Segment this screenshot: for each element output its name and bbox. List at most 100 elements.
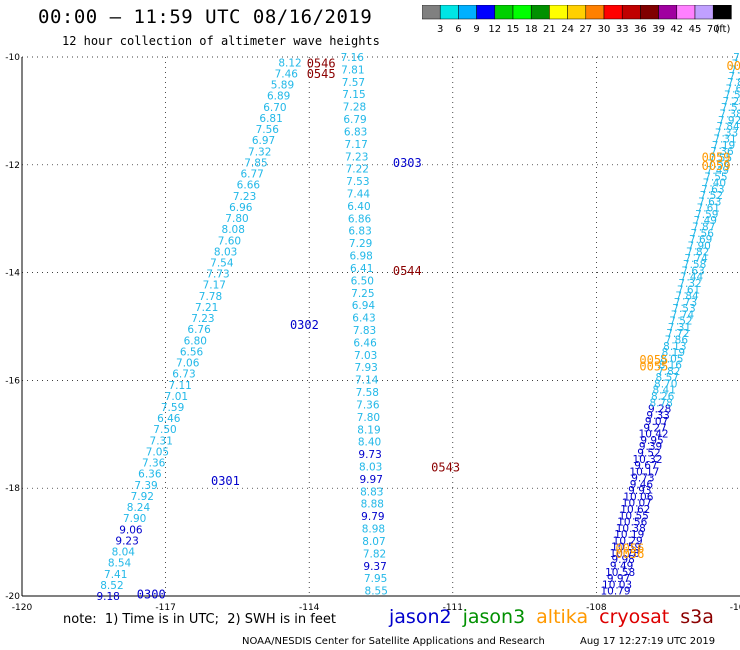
pass-time-label: 0301: [211, 474, 240, 488]
wave-height-value: 7.41: [104, 569, 127, 581]
wave-height-value: 7.53: [672, 303, 695, 315]
wave-height-value: 6.94: [352, 300, 376, 312]
wave-height-value: 7.74: [684, 253, 708, 265]
wave-height-value: 8.54: [108, 558, 132, 570]
pass-time-label: 0055: [639, 359, 668, 373]
wave-height-value: 7.28: [729, 71, 740, 83]
colorbar-tick-label: 45: [689, 24, 702, 35]
pass-time-label: 0545: [307, 67, 336, 81]
wave-height-value: 6.50: [351, 275, 374, 287]
wave-height-value: 9.06: [119, 524, 143, 536]
color-scale-bar: 3 6 9 12 15 18 21 24 27 30 33 36 39 42 45 70(ft): [422, 5, 732, 35]
colorbar-tick-label: 24: [561, 24, 574, 35]
wave-height-value: 9.73: [358, 449, 381, 461]
wave-height-value: 10.78: [610, 548, 640, 560]
wave-height-value: 7.39: [134, 480, 157, 492]
legend-cryosat: cryosat: [599, 606, 670, 628]
wave-height-value: 6.36: [138, 469, 162, 481]
wave-height-value: 10.62: [620, 504, 650, 516]
wave-height-value: 8.05: [660, 353, 683, 365]
x-tick-label: -114: [299, 603, 320, 613]
chart-subtitle: 12 hour collection of altimeter wave hei…: [62, 34, 380, 48]
wave-height-value: 7.73: [206, 269, 229, 281]
y-tick-label: -12: [5, 161, 20, 171]
colorbar-tick-label: 15: [507, 24, 520, 35]
wave-height-value: 7.28: [343, 102, 366, 114]
pass-time-label: 0302: [290, 318, 319, 332]
wave-height-value: 10.17: [629, 466, 659, 478]
wave-height-value: 6.40: [347, 201, 370, 213]
colorbar-tick-label: 9: [473, 24, 479, 35]
x-tick-label: -117: [155, 603, 175, 613]
wave-height-value: 7.53: [346, 176, 369, 188]
pass-time-label: 0059: [702, 159, 731, 173]
wave-height-value: 9.46: [630, 479, 654, 491]
wave-height-value: 7.29: [349, 238, 372, 250]
wave-height-value: 7.16: [341, 52, 365, 64]
pass-time-label: 0544: [393, 264, 422, 278]
wave-height-value: 7.59: [161, 402, 184, 414]
wave-height-value: 7.55: [709, 152, 732, 164]
wave-height-value: 6.89: [267, 91, 290, 103]
colorbar-tick-label: 33: [616, 24, 629, 35]
wave-height-value: 7.46: [275, 69, 299, 81]
wave-height-value: 7.72: [666, 328, 689, 340]
wave-height-value: 8.19: [662, 347, 685, 359]
wave-height-value: 7.13: [732, 58, 740, 70]
wave-height-value: 7.61: [697, 203, 720, 215]
colorbar-tick-label: 3: [437, 24, 443, 35]
wave-height-value: 10.29: [613, 535, 643, 547]
wave-height-value: 7.33: [715, 127, 738, 139]
wave-height-value: 6.96: [229, 202, 253, 214]
legend-jason3: jason3: [462, 606, 526, 628]
wave-height-value: 9.93: [628, 485, 651, 497]
wave-height-value: 10.03: [602, 579, 632, 591]
wave-height-value: 10.56: [617, 517, 647, 529]
wave-height-value: 8.03: [214, 246, 237, 258]
wave-height-value: 9.28: [648, 404, 671, 416]
colorbar-tick-label: 70: [707, 24, 720, 35]
wave-height-value: 8.03: [359, 462, 382, 474]
wave-height-value: 9.67: [634, 460, 657, 472]
wave-height-value: 7.19: [712, 140, 735, 152]
wave-height-value: 7.63: [681, 265, 704, 277]
wave-height-value: 9.52: [637, 447, 660, 459]
wave-height-value: 6.80: [184, 335, 207, 347]
wave-height-value: 9.49: [610, 560, 633, 572]
wave-height-value: 7.80: [733, 52, 740, 64]
wave-height-value: 9.79: [361, 511, 384, 523]
wave-height-value: 5.89: [271, 80, 294, 92]
y-tick-label: -10: [5, 53, 20, 63]
wave-height-value: 8.57: [656, 372, 679, 384]
wave-height-value: 6.83: [344, 126, 367, 138]
wave-height-value: 8.78: [649, 397, 672, 409]
wave-height-value: 7.59: [695, 209, 718, 221]
wave-height-value: 7.78: [199, 291, 222, 303]
wave-height-value: 7.52: [669, 316, 692, 328]
wave-height-value: 7.44: [347, 189, 371, 201]
wave-height-value: 9.23: [115, 535, 138, 547]
wave-height-value: 7.52: [700, 190, 723, 202]
colorbar-tick-label: 21: [543, 24, 556, 35]
wave-height-value: 9.27: [643, 422, 666, 434]
wave-height-value: 6.70: [263, 102, 286, 114]
wave-height-value: 7.87: [692, 221, 715, 233]
wave-height-value: 6.46: [157, 413, 181, 425]
wave-height-value: 7.56: [707, 159, 731, 171]
colorbar-tick-label: 30: [598, 24, 611, 35]
wave-height-value: 7.01: [165, 391, 188, 403]
wave-height-value: 7.31: [668, 322, 691, 334]
wave-height-value: 7.58: [683, 259, 706, 271]
wave-height-value: 7.56: [256, 124, 280, 136]
wave-height-value: 9.37: [363, 561, 386, 573]
wave-height-value: 7.32: [248, 146, 271, 158]
wave-height-value: 7.23: [233, 191, 256, 203]
wave-height-value: 7.36: [710, 146, 734, 158]
wave-height-value: 7.95: [364, 573, 387, 585]
wave-height-value: 7.44: [680, 272, 704, 284]
colorbar-tick-label: 12: [488, 24, 501, 35]
wave-height-value: 9.07: [645, 416, 668, 428]
wave-height-value: 7.05: [146, 446, 169, 458]
credit-text: NOAA/NESDIS Center for Satellite Applica…: [242, 636, 545, 647]
wave-height-value: 6.86: [348, 213, 372, 225]
